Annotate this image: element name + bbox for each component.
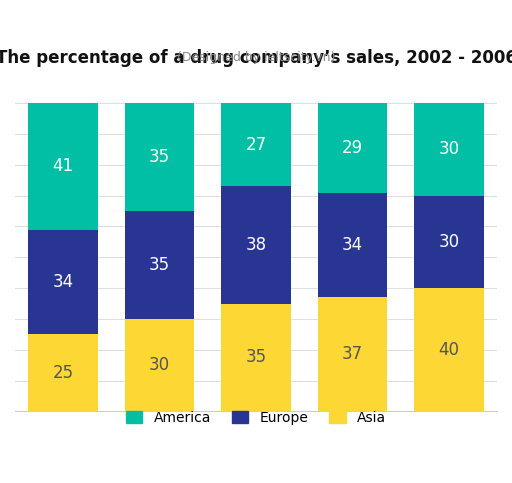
Bar (414, 196, 483, 288)
Text: 27: 27 (245, 136, 267, 154)
Text: 35: 35 (245, 348, 267, 367)
Text: 40: 40 (438, 341, 459, 359)
Bar (414, 288, 483, 412)
Text: 34: 34 (342, 236, 363, 254)
Bar (29, 334, 98, 412)
Text: 30: 30 (438, 233, 459, 251)
Bar (221, 303, 291, 412)
Text: 41: 41 (53, 157, 74, 175)
Bar (29, 229, 98, 334)
Title: The percentage of a drug company’s sales, 2002 - 2006: The percentage of a drug company’s sales… (0, 49, 512, 67)
Text: 30: 30 (438, 141, 459, 158)
Bar (221, 103, 291, 186)
Bar (221, 186, 291, 303)
Bar (317, 193, 387, 298)
Text: (Designed by ieltscity.vn): (Designed by ieltscity.vn) (177, 51, 335, 64)
Bar (125, 319, 195, 412)
Bar (317, 103, 387, 193)
Text: 38: 38 (245, 236, 267, 254)
Text: 25: 25 (53, 364, 74, 382)
Bar (29, 103, 98, 229)
Legend: America, Europe, Asia: America, Europe, Asia (120, 405, 392, 430)
Text: 35: 35 (149, 256, 170, 274)
Text: 37: 37 (342, 345, 363, 363)
Bar (125, 103, 195, 211)
Bar (317, 298, 387, 412)
Bar (414, 103, 483, 196)
Bar (125, 211, 195, 319)
Text: 29: 29 (342, 139, 363, 157)
Text: 35: 35 (149, 148, 170, 166)
Text: 30: 30 (149, 356, 170, 374)
Text: 34: 34 (53, 273, 74, 291)
